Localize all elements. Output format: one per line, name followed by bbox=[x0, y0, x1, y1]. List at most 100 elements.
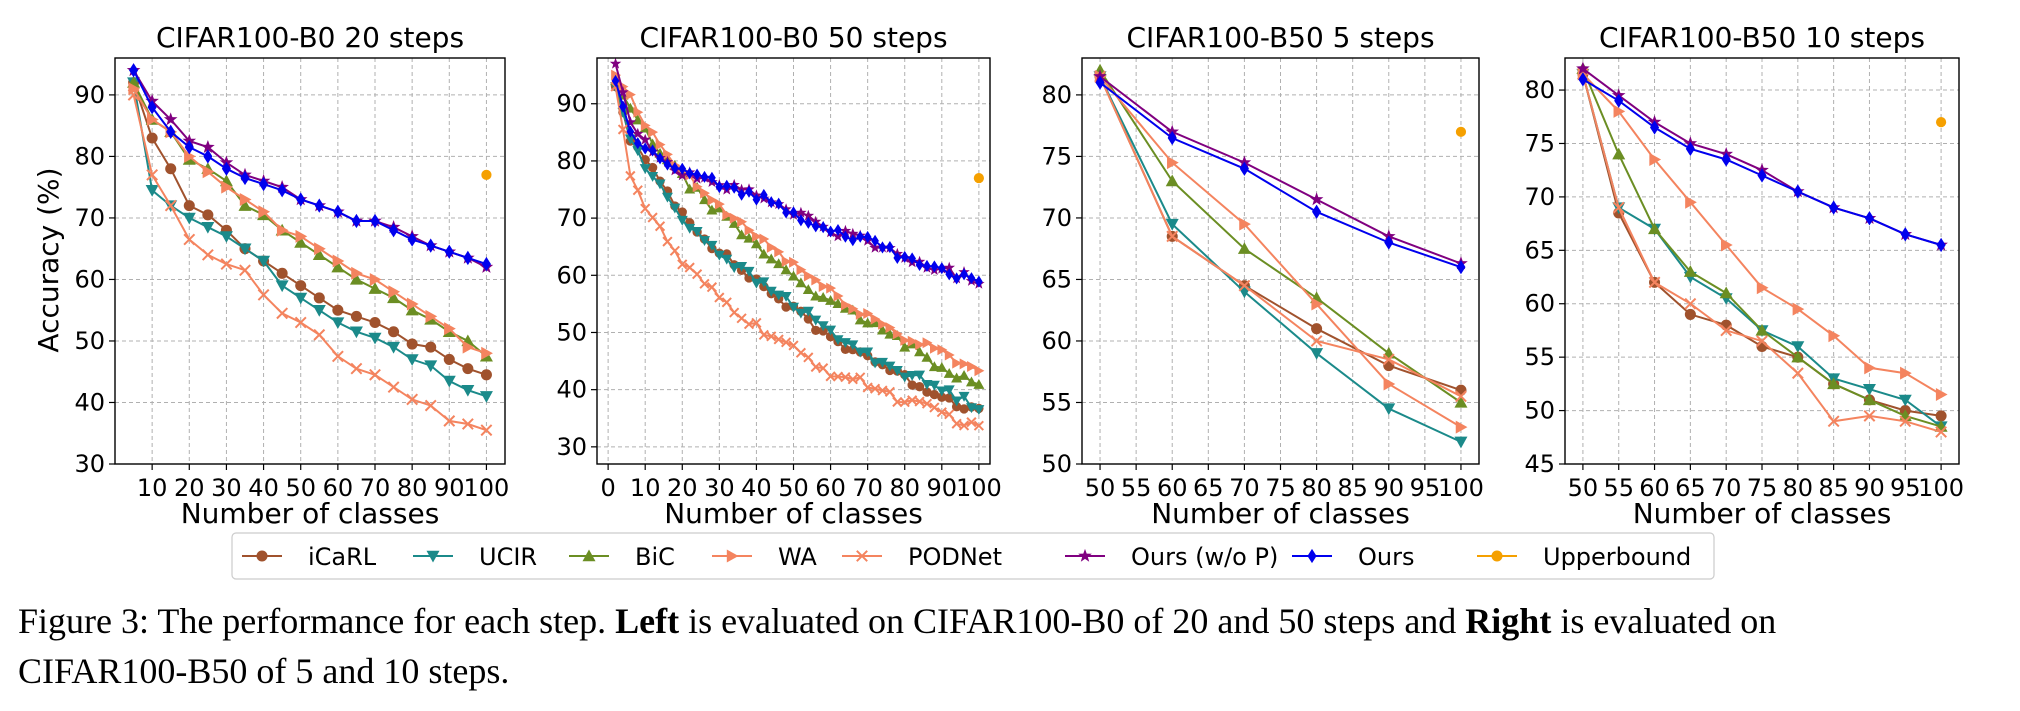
data-point-ucir bbox=[728, 263, 740, 274]
y-tick-label: 90 bbox=[74, 81, 105, 109]
data-point-bic bbox=[1612, 147, 1626, 160]
data-point-podnet bbox=[127, 89, 140, 101]
data-point-ours bbox=[221, 161, 231, 176]
data-point-icarl bbox=[1684, 308, 1696, 320]
data-point-icarl bbox=[480, 369, 492, 381]
y-tick-label: 50 bbox=[1524, 397, 1555, 425]
data-point-bic bbox=[765, 253, 777, 264]
data-point-icarl bbox=[313, 292, 325, 304]
data-point-ours bbox=[826, 225, 835, 238]
data-point-ours bbox=[656, 152, 664, 165]
data-point-wa bbox=[332, 254, 345, 268]
data-point-ucir bbox=[899, 372, 911, 383]
data-point-icarl bbox=[462, 363, 474, 375]
data-point-bic bbox=[810, 290, 822, 301]
data-point-podnet bbox=[654, 221, 666, 232]
data-point-ucir bbox=[758, 277, 770, 288]
data-point-ours bbox=[426, 238, 436, 253]
data-point-icarl bbox=[929, 389, 940, 400]
data-point-icarl bbox=[1935, 410, 1947, 422]
data-point-wa bbox=[239, 192, 252, 206]
chart-title: CIFAR100-B0 50 steps bbox=[639, 21, 947, 54]
x-tick-label: 75 bbox=[1265, 474, 1296, 502]
legend-marker bbox=[582, 549, 596, 562]
data-point-bic bbox=[713, 202, 725, 213]
data-point-ours bbox=[1900, 227, 1910, 242]
data-point-wa bbox=[818, 281, 829, 293]
y-tick-label: 30 bbox=[556, 433, 587, 461]
data-point-ucir bbox=[1898, 394, 1912, 407]
data-point-bic bbox=[736, 229, 748, 240]
data-point-icarl bbox=[781, 302, 791, 312]
data-point-podnet bbox=[958, 420, 970, 431]
data-point-bic bbox=[1683, 265, 1697, 277]
data-point-ours bbox=[314, 198, 324, 213]
x-axis-label: Number of classes bbox=[1633, 497, 1892, 530]
data-point-podnet bbox=[294, 316, 307, 329]
series-ours bbox=[1578, 72, 1946, 253]
data-point-podnet bbox=[780, 337, 792, 348]
data-point-ucir bbox=[661, 192, 673, 203]
data-point-ours bbox=[147, 100, 157, 115]
data-point-bic bbox=[921, 351, 933, 362]
y-tick-label: 50 bbox=[1041, 450, 1072, 478]
y-tick-label: 70 bbox=[556, 204, 587, 232]
caption-prefix: Figure 3: The performance for each step. bbox=[18, 601, 607, 641]
data-point-podnet bbox=[1648, 276, 1661, 289]
data-point-podnet bbox=[1382, 353, 1395, 366]
data-point-ours bbox=[745, 185, 753, 198]
data-point-ours bbox=[626, 125, 635, 138]
data-point-bic bbox=[1827, 377, 1841, 390]
data-point-ucir bbox=[825, 325, 837, 336]
data-point-ucir bbox=[699, 236, 711, 247]
legend-label: WA bbox=[778, 543, 817, 571]
data-point-wa bbox=[766, 241, 777, 253]
x-tick-label: 95 bbox=[1890, 474, 1921, 502]
data-point-ucir bbox=[854, 347, 866, 358]
x-tick-label: 80 bbox=[1783, 474, 1814, 502]
data-point-podnet bbox=[758, 329, 769, 340]
data-point-wa bbox=[700, 187, 711, 199]
legend-label: Ours bbox=[1358, 543, 1414, 571]
data-point-ours bbox=[871, 234, 879, 247]
data-point-ours bbox=[945, 268, 954, 281]
data-point-wa bbox=[1455, 420, 1468, 434]
x-tick-label: 60 bbox=[815, 474, 846, 502]
series-ours bbox=[129, 63, 491, 272]
data-point-ours bbox=[259, 176, 269, 192]
data-point-bic bbox=[331, 260, 345, 273]
data-point-wa bbox=[855, 308, 866, 320]
data-point-ours bbox=[893, 251, 902, 264]
data-point-podnet bbox=[714, 292, 725, 303]
data-point-ours bbox=[1167, 130, 1177, 146]
data-point-podnet bbox=[331, 350, 344, 363]
data-point-bic bbox=[1648, 222, 1662, 235]
y-tick-label: 70 bbox=[1041, 204, 1072, 232]
data-point-ours bbox=[915, 258, 924, 271]
data-point-ucir bbox=[182, 212, 196, 225]
series-upperbound bbox=[1935, 117, 1947, 128]
data-point-podnet bbox=[951, 418, 962, 429]
data-point-ucir bbox=[676, 215, 688, 226]
data-point-bic bbox=[368, 282, 382, 294]
data-point-ucir bbox=[869, 358, 881, 369]
y-tick-label: 75 bbox=[1041, 142, 1072, 170]
series-line-podnet bbox=[1099, 76, 1462, 398]
data-point-wa bbox=[258, 205, 271, 219]
y-tick-label: 60 bbox=[1041, 327, 1072, 355]
data-point-ours bbox=[789, 206, 798, 219]
data-point-wa bbox=[729, 212, 740, 224]
x-tick-label: 10 bbox=[630, 474, 661, 502]
legend-marker bbox=[726, 549, 739, 563]
data-point-podnet bbox=[350, 362, 363, 375]
data-point-ours bbox=[1721, 152, 1731, 167]
data-point-wa bbox=[388, 285, 401, 299]
data-point-ours-w-o-p bbox=[201, 140, 215, 153]
plot-frame bbox=[1564, 57, 1960, 465]
data-point-podnet bbox=[840, 372, 851, 383]
x-tick-label: 10 bbox=[137, 474, 168, 502]
x-tick-label: 100 bbox=[956, 474, 1002, 502]
data-point-podnet bbox=[914, 396, 925, 407]
x-tick-label: 95 bbox=[1410, 474, 1441, 502]
data-point-ucir bbox=[706, 240, 718, 251]
